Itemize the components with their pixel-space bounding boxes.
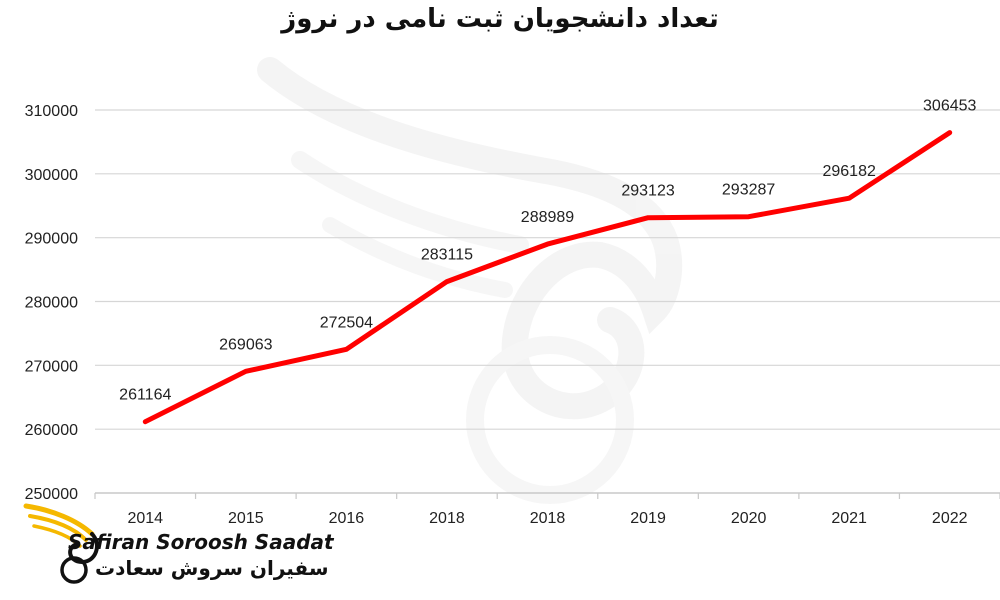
y-tick-label: 270000 (25, 358, 78, 375)
data-label: 293287 (722, 182, 775, 199)
data-point (344, 347, 349, 352)
y-tick-label: 300000 (25, 167, 78, 184)
data-label: 306453 (923, 98, 976, 115)
series-layer (142, 130, 953, 425)
x-tick-label: 2018 (530, 510, 566, 527)
y-tick-label: 260000 (25, 422, 78, 439)
data-label: 296182 (822, 163, 875, 180)
data-point (847, 196, 852, 201)
x-tick-label: 2014 (127, 510, 163, 527)
swan-watermark-icon (257, 57, 683, 504)
x-tick-label: 2021 (831, 510, 867, 527)
data-label: 293123 (621, 183, 674, 200)
y-tick-label: 250000 (25, 486, 78, 503)
data-point (646, 215, 651, 220)
brand-logo-icon (23, 503, 99, 584)
x-tick-label: 2015 (228, 510, 264, 527)
data-point (545, 242, 550, 247)
x-tick-label: 2022 (932, 510, 968, 527)
data-point (243, 369, 248, 374)
brand-name-english: Safiran Soroosh Saadat (68, 530, 334, 554)
data-point (746, 214, 751, 219)
data-point (444, 279, 449, 284)
brand-name-persian: سفیران سروش سعادت (95, 556, 329, 580)
x-tick-label: 2016 (329, 510, 365, 527)
x-tick-label: 2019 (630, 510, 666, 527)
x-tick-label: 2020 (731, 510, 767, 527)
data-label: 288989 (521, 209, 574, 226)
y-tick-label: 280000 (25, 295, 78, 312)
axes (94, 492, 1000, 499)
y-tick-label: 310000 (25, 103, 78, 120)
data-label: 272504 (320, 314, 373, 331)
x-tick-labels: 2014 2015 2016 2018 2018 2019 2020 2021 2022 (127, 510, 967, 527)
data-label: 283115 (421, 247, 473, 264)
data-point (947, 130, 952, 135)
data-label: 269063 (219, 336, 272, 353)
data-label: 261164 (119, 387, 171, 404)
grid-lines (95, 109, 1000, 430)
y-tick-labels: 250000 260000 270000 280000 290000 300000 3100… (25, 103, 78, 503)
x-tick-label: 2018 (429, 510, 465, 527)
data-point (143, 419, 148, 424)
y-tick-label: 290000 (25, 231, 78, 248)
data-labels: 261164 269063 272504 283115 288989 293123 2932… (119, 98, 976, 404)
chart-title: تعداد دانشجویان ثبت نامی در نروژ (281, 4, 719, 34)
